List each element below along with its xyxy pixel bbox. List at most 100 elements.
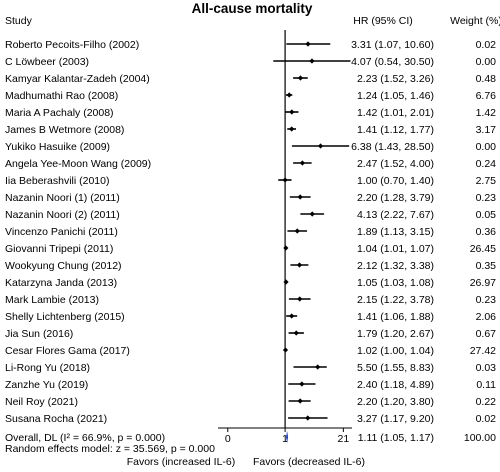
pooled-estimate-diamond [286, 431, 289, 443]
favors-right-label: Favors (decreased IL-6) [253, 456, 365, 468]
study-name: Katarzyna Janda (2013) [5, 277, 117, 289]
estimate-column-header: HR (95% CI) [353, 15, 413, 27]
study-estimate: 1.79 (1.20, 2.67) [357, 328, 434, 340]
study-estimate: 2.23 (1.52, 3.26) [357, 73, 434, 85]
study-name: James B Wetmore (2008) [5, 124, 124, 136]
hazard-ratio-marker [294, 228, 300, 234]
hazard-ratio-marker [299, 381, 305, 387]
study-estimate: 2.12 (1.32, 3.38) [357, 260, 434, 272]
overall-row: Overall, DL (I² = 66.9%, p = 0.000)Rando… [5, 431, 496, 455]
study-weight: 2.75 [476, 175, 497, 187]
study-name: Madhumathi Rao (2008) [5, 90, 118, 102]
hazard-ratio-marker [289, 126, 295, 132]
study-weight: 26.45 [470, 243, 496, 255]
study-weight: 0.22 [476, 396, 497, 408]
study-name: C Löwbeer (2003) [5, 56, 89, 68]
chart-title: All-cause mortality [192, 1, 313, 16]
study-estimate: 1.41 (1.12, 1.77) [357, 124, 434, 136]
overall-label: Overall, DL (I² = 66.9%, p = 0.000) [5, 432, 165, 444]
hazard-ratio-marker [305, 41, 311, 47]
study-estimate: 1.04 (1.01, 1.07) [357, 243, 434, 255]
study-weight: 0.24 [476, 158, 497, 170]
hazard-ratio-marker [297, 75, 304, 81]
study-weight: 6.76 [476, 90, 497, 102]
study-name: Wookyung Chung (2012) [5, 260, 122, 272]
study-estimate: 1.24 (1.05, 1.46) [357, 90, 434, 102]
overall-estimate: 1.11 (1.05, 1.17) [358, 432, 434, 444]
x-axis: 0 1 21 [218, 30, 352, 445]
study-weight: 0.23 [476, 294, 497, 306]
hazard-ratio-marker [297, 398, 303, 404]
hazard-ratio-marker [309, 58, 315, 64]
study-name: Cesar Flores Gama (2017) [5, 345, 130, 357]
study-estimate: 2.47 (1.52, 4.00) [357, 158, 434, 170]
study-estimate: 1.41 (1.06, 1.88) [357, 311, 434, 323]
study-estimate: 1.89 (1.13, 3.15) [357, 226, 434, 238]
study-name: Iia Beberashvili (2010) [5, 175, 109, 187]
study-weight: 0.00 [476, 141, 497, 153]
x-axis-tick-label: 21 [338, 433, 350, 445]
study-name: Maria A Pachaly (2008) [5, 107, 114, 119]
study-name: Neil Roy (2021) [5, 396, 78, 408]
study-name: Shelly Lichtenberg (2015) [5, 311, 125, 323]
study-name: Susana Rocha (2021) [5, 413, 107, 425]
study-weight: 0.23 [476, 192, 497, 204]
overall-weight: 100.00 [464, 432, 496, 444]
study-name: Vincenzo Panichi (2011) [5, 226, 118, 238]
study-estimate: 2.40 (1.18, 4.89) [357, 379, 434, 391]
study-name: Angela Yee-Moon Wang (2009) [5, 158, 151, 170]
hazard-ratio-marker [286, 92, 292, 98]
study-weight: 0.05 [476, 209, 497, 221]
favors-left-label: Favors (increased IL-6) [127, 456, 236, 468]
study-name: Jia Sun (2016) [5, 328, 73, 340]
hazard-ratio-marker [305, 415, 311, 421]
study-weight: 0.36 [476, 226, 497, 238]
study-weight: 0.03 [476, 362, 497, 374]
study-estimate: 3.27 (1.17, 9.20) [357, 413, 434, 425]
hazard-ratio-marker [297, 194, 303, 200]
study-weight: 0.02 [476, 39, 497, 51]
study-estimate: 1.00 (0.70, 1.40) [357, 175, 434, 187]
study-name: Giovanni Tripepi (2011) [5, 243, 113, 255]
study-weight: 0.11 [476, 379, 496, 391]
x-axis-tick-label: 1 [282, 433, 288, 445]
study-estimate: 3.31 (1.07, 10.60) [351, 39, 434, 51]
hazard-ratio-marker [315, 364, 321, 370]
study-name: Li-Rong Yu (2018) [5, 362, 90, 374]
hazard-ratio-marker [283, 279, 289, 285]
weight-column-header: Weight (%) [450, 15, 500, 27]
study-weight: 0.67 [476, 328, 497, 340]
hazard-ratio-marker [283, 245, 289, 251]
study-column-header: Study [5, 15, 33, 27]
hazard-ratio-marker [297, 296, 303, 302]
study-weight: 0.02 [476, 413, 497, 425]
study-name: Zanzhe Yu (2019) [5, 379, 88, 391]
study-estimate: 2.20 (1.20, 3.80) [357, 396, 434, 408]
study-weight: 27.42 [470, 345, 496, 357]
study-estimate: 5.50 (1.55, 8.83) [357, 362, 434, 374]
study-estimate: 4.13 (2.22, 7.67) [357, 209, 434, 221]
study-estimate: 2.15 (1.22, 3.78) [357, 294, 434, 306]
study-name: Roberto Pecoits-Filho (2002) [5, 39, 139, 51]
study-weight: 0.00 [476, 56, 497, 68]
overall-note: Random effects model: z = 35.569, p = 0.… [5, 443, 215, 455]
study-name: Yukiko Hasuike (2009) [5, 141, 110, 153]
study-name: Kamyar Kalantar-Zadeh (2004) [5, 73, 150, 85]
hazard-ratio-marker [299, 160, 305, 166]
hazard-ratio-marker [296, 262, 303, 268]
study-weight: 0.35 [476, 260, 497, 272]
hazard-ratio-marker [293, 330, 299, 336]
study-estimate: 1.42 (1.01, 2.01) [357, 107, 434, 119]
study-weight: 3.17 [476, 124, 497, 136]
hazard-ratio-marker [317, 143, 324, 149]
study-estimate: 1.02 (1.00, 1.04) [357, 345, 434, 357]
x-axis-tick-label: 0 [225, 433, 231, 445]
study-estimate: 1.05 (1.03, 1.08) [357, 277, 434, 289]
study-weight: 26.97 [470, 277, 496, 289]
study-weight: 1.42 [476, 107, 497, 119]
study-name: Nazanin Noori (2) (2011) [5, 209, 120, 221]
hazard-ratio-marker [309, 211, 315, 217]
hazard-ratio-marker [289, 313, 295, 319]
study-rows: Roberto Pecoits-Filho (2002) 3.31 (1.07, … [5, 39, 496, 425]
